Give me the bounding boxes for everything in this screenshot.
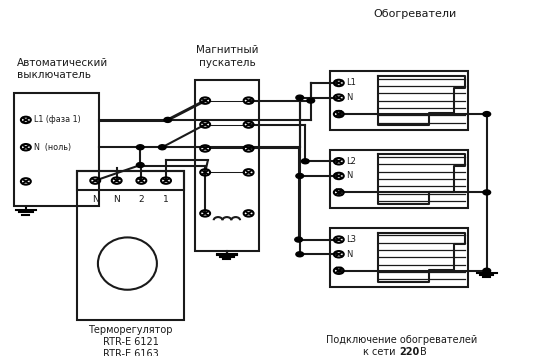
Circle shape — [296, 95, 304, 100]
Circle shape — [136, 145, 144, 150]
Bar — [330, 71, 468, 130]
Text: L1: L1 — [346, 78, 356, 88]
Circle shape — [483, 190, 491, 195]
Text: Обогреватели: Обогреватели — [373, 9, 457, 19]
Text: N: N — [346, 250, 353, 259]
Text: В: В — [420, 347, 426, 356]
Circle shape — [296, 252, 304, 257]
Circle shape — [307, 98, 315, 103]
Circle shape — [158, 145, 166, 150]
Text: L1 (фаза 1): L1 (фаза 1) — [34, 115, 80, 124]
Bar — [330, 150, 468, 208]
Bar — [330, 228, 468, 287]
Text: N: N — [92, 195, 98, 204]
Bar — [14, 93, 99, 206]
Text: 1: 1 — [163, 195, 169, 204]
Bar — [77, 171, 184, 320]
Bar — [195, 80, 258, 251]
Text: 2: 2 — [139, 195, 144, 204]
Circle shape — [296, 173, 304, 178]
Text: Подключение обогревателей: Подключение обогревателей — [326, 335, 477, 345]
Text: к сети: к сети — [363, 347, 399, 356]
Text: N  (ноль): N (ноль) — [34, 143, 70, 152]
Text: 220: 220 — [399, 347, 419, 356]
Text: L3: L3 — [346, 235, 356, 244]
Circle shape — [483, 111, 491, 116]
Text: Терморегулятор
RTR-E 6121
RTR-E 6163: Терморегулятор RTR-E 6121 RTR-E 6163 — [89, 325, 173, 356]
Circle shape — [164, 117, 172, 122]
Text: N: N — [346, 93, 353, 102]
Circle shape — [301, 159, 309, 164]
Text: N: N — [113, 195, 120, 204]
Text: Автоматический
выключатель: Автоматический выключатель — [16, 58, 108, 80]
Circle shape — [483, 268, 491, 273]
Text: N: N — [346, 172, 353, 180]
Circle shape — [136, 163, 144, 168]
Circle shape — [295, 237, 302, 242]
Text: L2: L2 — [346, 157, 356, 166]
Text: Магнитный
пускатель: Магнитный пускатель — [196, 45, 258, 68]
Bar — [77, 171, 184, 190]
